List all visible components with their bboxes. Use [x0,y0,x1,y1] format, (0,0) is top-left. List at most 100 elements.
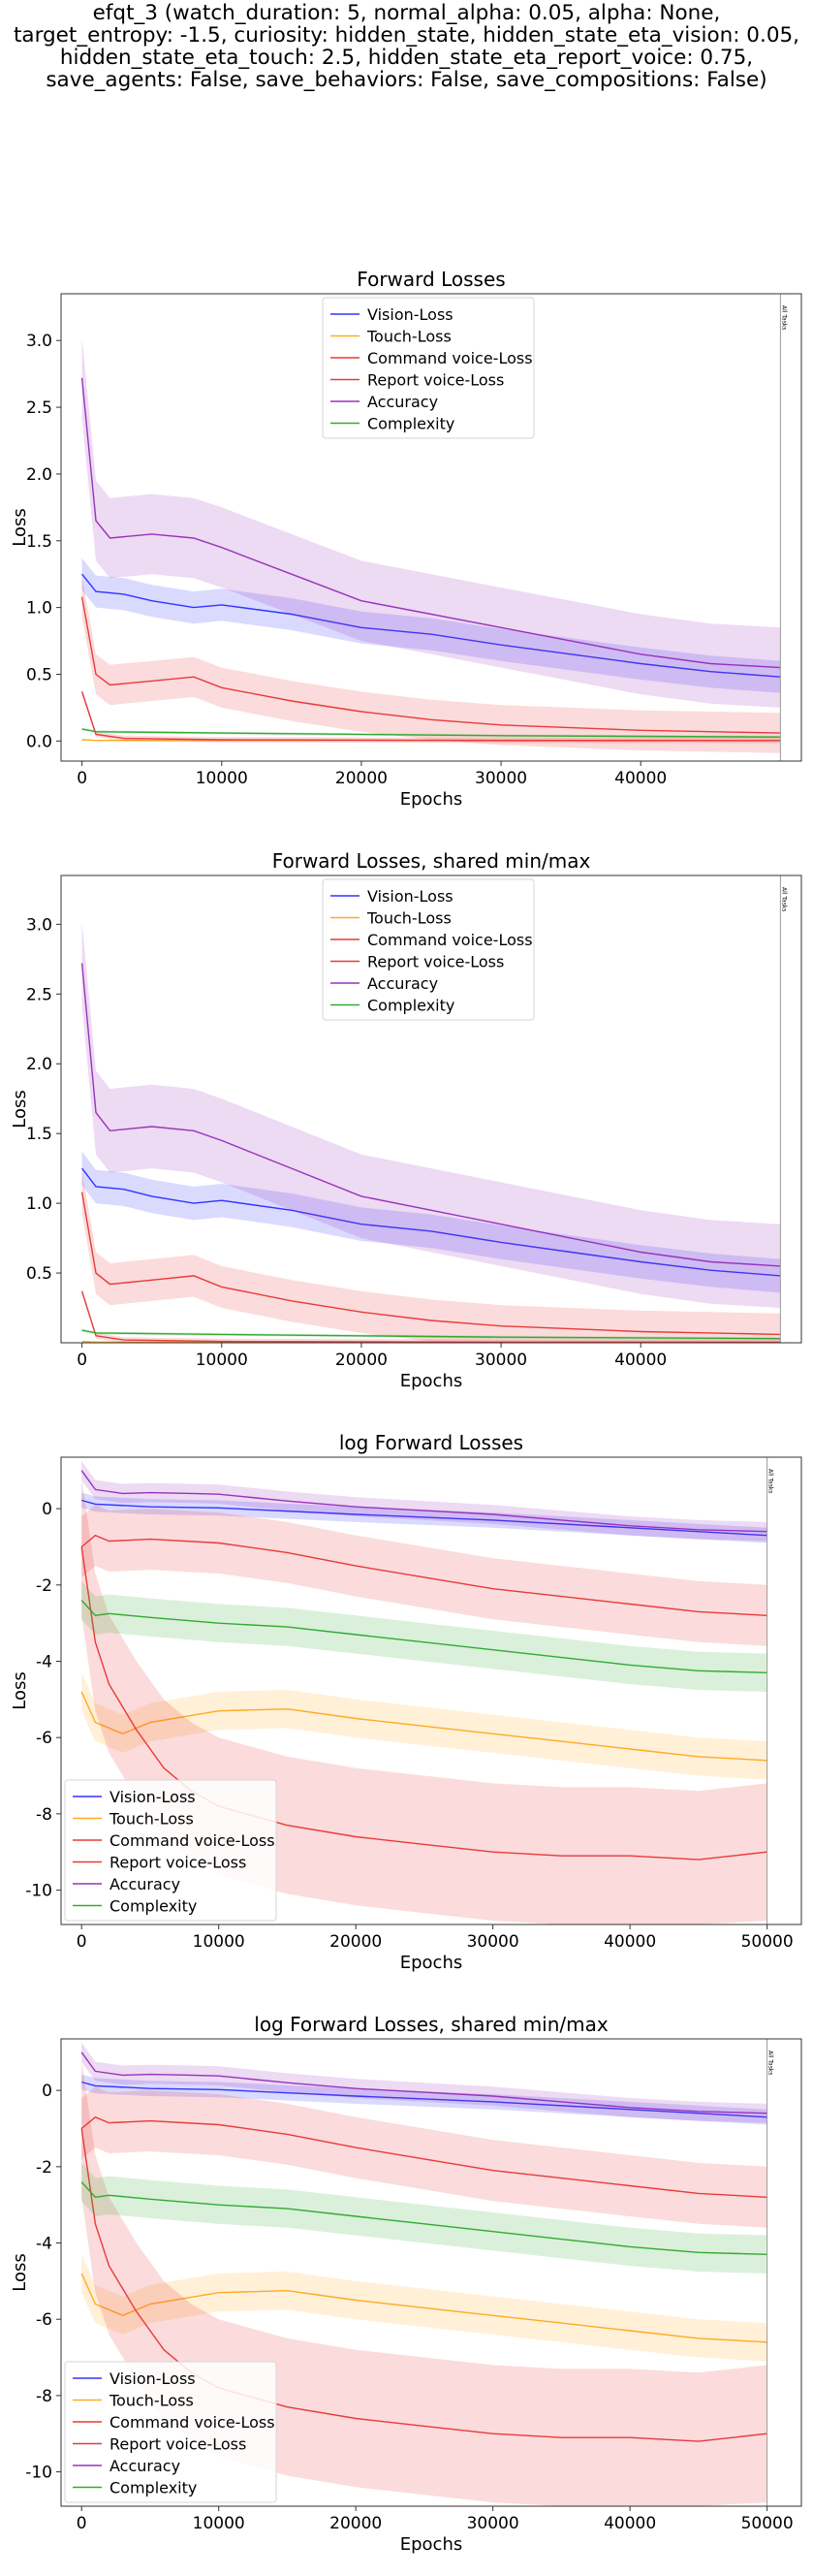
y-axis-label: Loss [10,1671,30,1709]
chart-forward-losses: Forward Losses All Tasks 0 10000 20000 30000 4… [10,268,802,810]
x-tick-label: 0 [77,1351,87,1370]
y-tick-label: 1.5 [26,532,52,552]
axes-frame [60,1456,802,1925]
y-tick-label: 0.5 [26,1264,52,1284]
x-tick-label: 30000 [475,1351,527,1370]
legend-box [322,297,535,439]
series-line-touch-loss [80,1691,767,1762]
y-tick-label: 1.0 [26,1194,52,1214]
legend-box [64,1779,277,1922]
series-line-complexity [81,1329,781,1340]
series-line-accuracy [80,2051,767,2115]
band-command-voice-loss [81,577,781,753]
axes-frame [60,2038,802,2507]
legend-entry-report-voice-loss: Report voice-Loss [367,953,504,971]
series-line-vision-loss [81,1167,781,1277]
legend-entry-accuracy: Accuracy [367,393,438,411]
y-tick-label: 2.0 [26,1055,52,1074]
y-tick-label: 1.0 [26,599,52,619]
series-line-accuracy [80,1470,767,1533]
band-command-voice-loss [81,1505,767,1646]
legend-entry-touch-loss: Touch-Loss [366,328,452,346]
x-axis-label: Epochs [400,789,463,810]
x-tick-label: 20000 [329,1932,382,1952]
band-command-voice-loss [81,1171,781,1343]
series-line-report-voice-loss [80,691,781,742]
legend-entry-touch-loss: Touch-Loss [109,1810,194,1829]
y-tick-label: -4 [36,2235,52,2254]
band-accuracy [81,1460,767,1542]
band-report-voice-loss [81,688,781,744]
series-line-report-voice-loss [80,1546,767,1860]
legend-entry-vision-loss: Vision-Loss [109,1788,196,1806]
legend-entry-command-voice-loss: Command voice-Loss [367,349,533,367]
y-axis-label: Loss [10,1090,30,1128]
band-command-voice-loss [81,2086,767,2228]
y-tick-label: -4 [36,1653,52,1672]
x-axis-label: Epochs [400,2534,463,2555]
legend-entry-complexity: Complexity [109,1897,197,1916]
y-tick-label: 2.0 [26,465,52,485]
series-line-report-voice-loss [80,1290,781,1343]
x-tick-label: 10000 [193,1932,245,1952]
y-tick-label: 3.0 [26,332,52,351]
legend-entry-accuracy: Accuracy [367,974,438,993]
legend-box [64,2361,277,2503]
legend-entry-accuracy: Accuracy [109,1875,180,1893]
y-tick-label: 3.0 [26,915,52,935]
plot-area [80,921,781,1343]
legend-entry-command-voice-loss: Command voice-Loss [109,1831,275,1850]
y-tick-label: 0.0 [26,732,52,751]
x-tick-label: 0 [77,769,87,788]
vline-label: All Tasks [767,2051,774,2075]
x-tick-label: 0 [77,1932,87,1952]
chart-title: Forward Losses [357,268,505,291]
series-line-vision-loss [81,2081,767,2118]
legend-box [322,878,535,1021]
x-tick-label: 20000 [329,2514,382,2533]
x-tick-label: 20000 [335,769,388,788]
y-tick-label: 0 [42,1500,52,1519]
suptitle-line: efqt_3 (watch_duration: 5, normal_alpha:… [92,1,721,25]
x-tick-label: 50000 [741,2514,794,2533]
x-tick-label: 10000 [196,1351,248,1370]
legend-entry-command-voice-loss: Command voice-Loss [109,2413,275,2432]
legend-entry-vision-loss: Vision-Loss [109,2369,196,2388]
y-tick-label: 2.5 [26,398,52,418]
legend: Vision-Loss Touch-Loss Command voice-Loss R… [322,297,535,439]
series-line-accuracy [80,963,781,1267]
legend: Vision-Loss Touch-Loss Command voice-Loss R… [322,878,535,1021]
band-accuracy [81,337,781,708]
y-axis-label: Loss [10,508,30,546]
legend-entry-accuracy: Accuracy [109,2457,180,2475]
chart-title: Forward Losses, shared min/max [272,849,591,873]
x-tick-label: 20000 [335,1351,388,1370]
legend: Vision-Loss Touch-Loss Command voice-Loss R… [64,1779,277,1922]
y-tick-label: -6 [36,1729,52,1748]
legend-entry-complexity: Complexity [367,415,454,433]
y-axis-label: Loss [10,2253,30,2291]
x-axis-label: Epochs [400,1371,463,1391]
series-line-complexity [81,728,781,738]
vline-label: All Tasks [767,1469,774,1493]
chart-forward-losses-shared: Forward Losses, shared min/max All Tasks 0… [10,849,802,1391]
series-line-vision-loss [81,573,781,678]
axes-frame [60,875,802,1344]
suptitle-line: target_entropy: -1.5, curiosity: hidden_… [13,23,800,48]
suptitle-line: save_agents: False, save_behaviors: Fals… [46,68,767,92]
series-line-complexity [80,1600,767,1673]
x-tick-label: 0 [77,2514,87,2533]
series-line-vision-loss [81,1499,767,1537]
band-complexity [81,2162,767,2274]
y-tick-label: -2 [36,2158,52,2178]
figure-suptitle: efqt_3 (watch_duration: 5, normal_alpha:… [0,2,813,91]
axes-frame [60,293,802,762]
series-line-command-voice-loss [80,1192,781,1336]
x-tick-label: 40000 [604,2514,656,2533]
plot-area [80,337,781,753]
y-tick-label: -2 [36,1576,52,1596]
chart-log-forward-losses-shared: log Forward Losses, shared min/max All Ta… [10,2013,802,2555]
band-accuracy [81,921,781,1308]
series-line-accuracy [80,377,781,669]
y-tick-label: -10 [25,1882,52,1901]
